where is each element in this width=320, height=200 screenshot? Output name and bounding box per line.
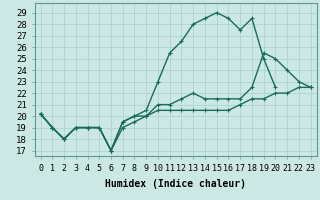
X-axis label: Humidex (Indice chaleur): Humidex (Indice chaleur)	[105, 178, 246, 189]
